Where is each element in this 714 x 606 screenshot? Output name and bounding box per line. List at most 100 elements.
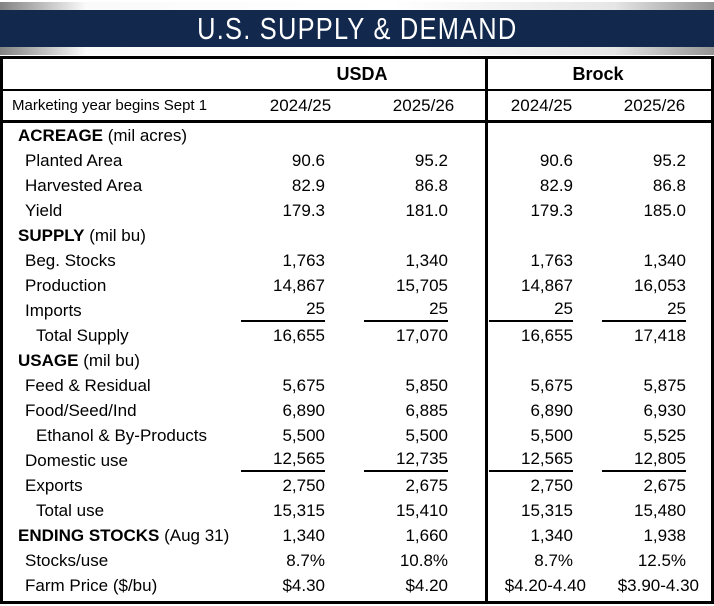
value-cell: 8.7% xyxy=(286,550,325,570)
row-label: Beg. Stocks xyxy=(25,250,116,270)
row-label: Feed & Residual xyxy=(25,375,151,395)
value-cell: 1,763 xyxy=(282,250,325,270)
row-feed-residual: Feed & Residual 5,675 5,850 5,675 5,875 xyxy=(3,373,711,398)
row-label: Farm Price ($/bu) xyxy=(25,575,158,595)
value-cell: 1,340 xyxy=(405,250,449,270)
row-label: Imports xyxy=(25,300,82,320)
value-cell: 15,315 xyxy=(521,500,574,520)
brock-header: Brock xyxy=(485,59,712,91)
value-cell: 2,750 xyxy=(530,475,574,495)
marketing-year-row: Marketing year begins Sept 1 2024/25 202… xyxy=(3,90,712,123)
row-label: Exports xyxy=(25,475,83,495)
value-cell: 12,565 xyxy=(485,448,598,473)
row-label: ACREAGE (mil acres) xyxy=(18,125,188,145)
value-cell: 12,805 xyxy=(598,448,711,473)
value-cell xyxy=(598,348,711,373)
value-cell: 86.8 xyxy=(414,175,449,195)
row-domestic-use: Domestic use 12,565 12,735 12,565 12,805 xyxy=(3,448,711,473)
value-cell: 5,525 xyxy=(643,425,687,445)
value-cell: 1,340 xyxy=(643,250,687,270)
value-cell xyxy=(598,223,711,248)
usda-year-1: 2024/25 xyxy=(239,90,362,123)
value-cell xyxy=(362,348,485,373)
row-stocks-use: Stocks/use 8.7% 10.8% 8.7% 12.5% xyxy=(3,548,711,573)
value-cell: 5,875 xyxy=(643,375,687,395)
value-cell: 6,885 xyxy=(405,400,449,420)
value-cell: 181.0 xyxy=(405,200,449,220)
page-title: U.S. SUPPLY & DEMAND xyxy=(196,10,518,46)
row-total-use: Total use 15,315 15,410 15,315 15,480 xyxy=(3,498,711,523)
row-exports: Exports 2,750 2,675 2,750 2,675 xyxy=(3,473,711,498)
value-cell: 12.5% xyxy=(637,550,687,570)
usda-brock-divider xyxy=(485,59,488,601)
value-cell: 15,480 xyxy=(634,500,687,520)
value-cell xyxy=(598,122,711,149)
row-label: SUPPLY (mil bu) xyxy=(18,225,146,245)
value-cell: 6,890 xyxy=(530,400,574,420)
row-label: Planted Area xyxy=(25,150,123,170)
value-cell: 12,565 xyxy=(239,448,362,473)
row-label: Harvested Area xyxy=(25,175,143,195)
value-cell: 2,675 xyxy=(405,475,449,495)
value-cell: 82.9 xyxy=(539,175,574,195)
value-cell: 5,675 xyxy=(282,375,325,395)
value-cell: 2,750 xyxy=(282,475,325,495)
banner-bar: U.S. SUPPLY & DEMAND xyxy=(0,10,714,47)
value-cell: 5,500 xyxy=(530,425,574,445)
value-cell: $4.30 xyxy=(282,575,325,595)
marketing-year-label: Marketing year begins Sept 1 xyxy=(3,90,239,123)
row-label: Production xyxy=(25,275,107,295)
row-farm-price: Farm Price ($/bu) $4.30 $4.20 $4.20-4.40… xyxy=(3,573,711,598)
value-cell: 95.2 xyxy=(652,150,687,170)
value-cell: 5,500 xyxy=(282,425,325,445)
value-cell: 16,655 xyxy=(521,325,574,345)
row-label: Total use xyxy=(36,500,105,520)
row-ending-stocks: ENDING STOCKS (Aug 31) 1,340 1,660 1,340… xyxy=(3,523,711,548)
row-production: Production 14,867 15,705 14,867 16,053 xyxy=(3,273,711,298)
row-label: Yield xyxy=(25,200,63,220)
value-cell: 5,500 xyxy=(405,425,449,445)
value-cell: 17,070 xyxy=(396,325,449,345)
value-cell: 185.0 xyxy=(643,200,687,220)
value-cell xyxy=(239,122,362,149)
row-food-seed-ind: Food/Seed/Ind 6,890 6,885 6,890 6,930 xyxy=(3,398,711,423)
row-supply-header: SUPPLY (mil bu) xyxy=(3,223,711,248)
empty-corner-cell xyxy=(3,59,239,91)
value-cell: 90.6 xyxy=(539,150,574,170)
value-cell: 10.8% xyxy=(399,550,449,570)
value-cell: 16,655 xyxy=(273,325,325,345)
row-label: Food/Seed/Ind xyxy=(25,400,137,420)
usda-year-2: 2025/26 xyxy=(362,90,486,123)
row-label: Domestic use xyxy=(25,450,128,470)
value-cell: 6,890 xyxy=(282,400,325,420)
value-cell: 15,315 xyxy=(273,500,325,520)
value-cell: 15,705 xyxy=(396,275,449,295)
value-cell: 25 xyxy=(598,298,711,323)
value-cell xyxy=(485,122,598,149)
value-cell: 179.3 xyxy=(530,200,574,220)
value-cell: 5,850 xyxy=(405,375,449,395)
value-cell xyxy=(362,122,485,149)
row-usage-header: USAGE (mil bu) xyxy=(3,348,711,373)
supply-demand-table: USDA Brock Marketing year begins Sept 1 … xyxy=(3,59,712,604)
value-cell xyxy=(485,348,598,373)
value-cell: 1,660 xyxy=(405,525,449,545)
value-cell: 95.2 xyxy=(414,150,449,170)
supply-demand-table-frame: USDA Brock Marketing year begins Sept 1 … xyxy=(0,56,714,604)
value-cell: 6,930 xyxy=(643,400,687,420)
row-label: Ethanol & By-Products xyxy=(36,425,208,445)
banner-top-strip xyxy=(0,2,714,10)
brock-year-2: 2025/26 xyxy=(598,90,712,123)
row-acreage-header: ACREAGE (mil acres) xyxy=(3,122,711,149)
value-cell: 16,053 xyxy=(634,275,687,295)
value-cell: 1,340 xyxy=(282,525,325,545)
value-cell: $4.20-4.40 xyxy=(504,575,587,595)
bottom-spacer-row xyxy=(3,598,711,604)
row-beg-stocks: Beg. Stocks 1,763 1,340 1,763 1,340 xyxy=(3,248,711,273)
value-cell: 86.8 xyxy=(652,175,687,195)
value-cell: 25 xyxy=(485,298,598,323)
value-cell: 1,340 xyxy=(530,525,574,545)
value-cell: 2,675 xyxy=(643,475,687,495)
row-harvested-area: Harvested Area 82.9 86.8 82.9 86.8 xyxy=(3,173,711,198)
banner-bottom-strip xyxy=(0,47,714,55)
